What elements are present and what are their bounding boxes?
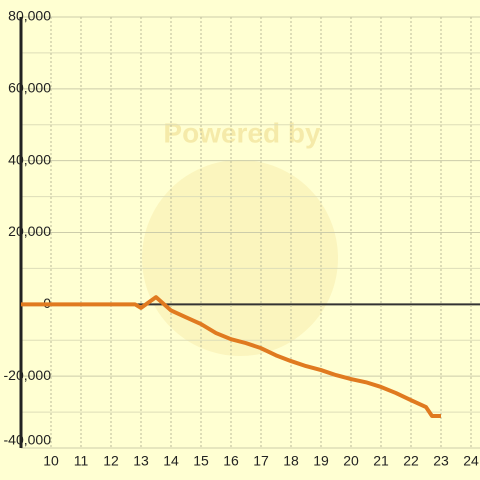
y-tick-label: -20,000	[4, 367, 52, 383]
y-tick-label: 80,000	[8, 8, 51, 24]
x-tick-label: 19	[313, 453, 329, 469]
x-tick-label: 18	[283, 453, 299, 469]
data-line	[21, 295, 441, 419]
watermark: Powered by	[163, 117, 321, 148]
x-tick-label: 14	[163, 453, 179, 469]
x-tick-label: 20	[343, 453, 359, 469]
x-tick-label: 16	[223, 453, 239, 469]
x-tick-label: 24	[463, 453, 479, 469]
x-tick-label: 12	[103, 453, 119, 469]
y-tick-label: 60,000	[8, 80, 51, 96]
x-tick-label: 10	[43, 453, 59, 469]
x-tick-label: 22	[403, 453, 419, 469]
y-tick-label: 20,000	[8, 223, 51, 239]
x-tick-label: 23	[433, 453, 449, 469]
y-tick-label: 40,000	[8, 151, 51, 167]
y-tick-label: -40,000	[4, 432, 52, 448]
x-tick-label: 17	[253, 453, 269, 469]
watermark-logo	[142, 160, 338, 356]
x-tick-label: 15	[193, 453, 209, 469]
x-tick-label: 21	[373, 453, 389, 469]
x-tick-label: 13	[133, 453, 149, 469]
x-tick-label: 11	[74, 453, 89, 469]
